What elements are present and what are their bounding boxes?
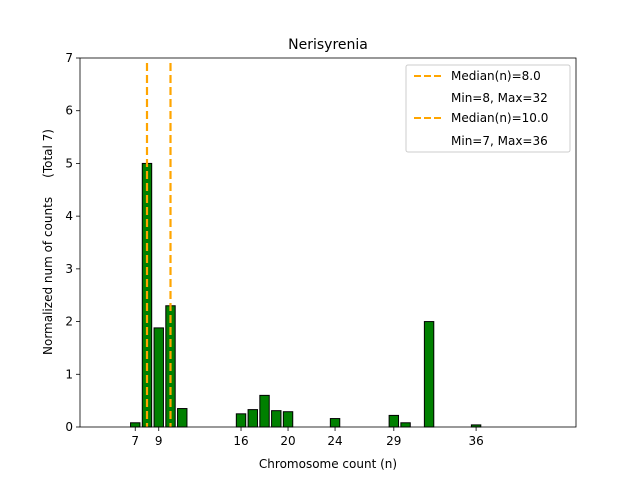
y-tick-label: 1 <box>65 367 73 381</box>
x-tick-label: 7 <box>131 434 139 448</box>
y-tick-label: 3 <box>65 262 73 276</box>
x-tick-label: 20 <box>280 434 295 448</box>
chart-title: Nerisyrenia <box>288 37 368 53</box>
median-lines-group <box>145 63 172 427</box>
plot-frame <box>79 57 577 428</box>
x-axis-label: Chromosome count (n) <box>259 457 397 471</box>
bar-n-32 <box>423 321 435 428</box>
legend-range-2-label: Min=7, Max=36 <box>451 134 548 148</box>
y-axis-label: Normalized num of counts (Total 7) <box>41 129 55 355</box>
y-tick-label: 7 <box>65 51 73 65</box>
legend: Median(n)=8.0 Min=8, Max=32 Median(n)=10… <box>405 64 571 153</box>
bar-n-24 <box>329 418 341 428</box>
bar-n-19 <box>271 410 282 428</box>
x-tick-label: 29 <box>386 434 401 448</box>
y-tick-label: 6 <box>65 104 73 118</box>
bar-n-30 <box>400 422 411 428</box>
bar-n-9 <box>153 327 164 428</box>
y-tick-label: 4 <box>65 209 73 223</box>
x-axis-ticks: 7 9 16 20 24 29 36 <box>131 427 484 448</box>
y-tick-label: 0 <box>65 420 73 434</box>
bar-n-11 <box>177 408 188 428</box>
y-tick-label: 2 <box>65 315 73 329</box>
legend-box <box>405 64 571 153</box>
bar-n-16 <box>235 413 247 428</box>
x-tick-label: 9 <box>155 434 163 448</box>
legend-median-1-label: Median(n)=8.0 <box>451 69 541 83</box>
bar-n-7 <box>130 422 141 428</box>
bar-n-20 <box>282 411 294 428</box>
bar-n-17 <box>247 409 258 428</box>
y-axis-ticks: 0 1 2 3 4 5 6 7 <box>65 51 80 434</box>
legend-median-2-label: Median(n)=10.0 <box>451 111 548 125</box>
x-tick-label: 36 <box>468 434 483 448</box>
bar-n-18 <box>259 394 270 428</box>
bar-n-29 <box>388 414 400 428</box>
x-tick-label: 16 <box>233 434 248 448</box>
legend-range-1-label: Min=8, Max=32 <box>451 91 548 105</box>
y-tick-label: 5 <box>65 156 73 170</box>
bars-group <box>130 162 482 428</box>
x-tick-label: 24 <box>327 434 342 448</box>
